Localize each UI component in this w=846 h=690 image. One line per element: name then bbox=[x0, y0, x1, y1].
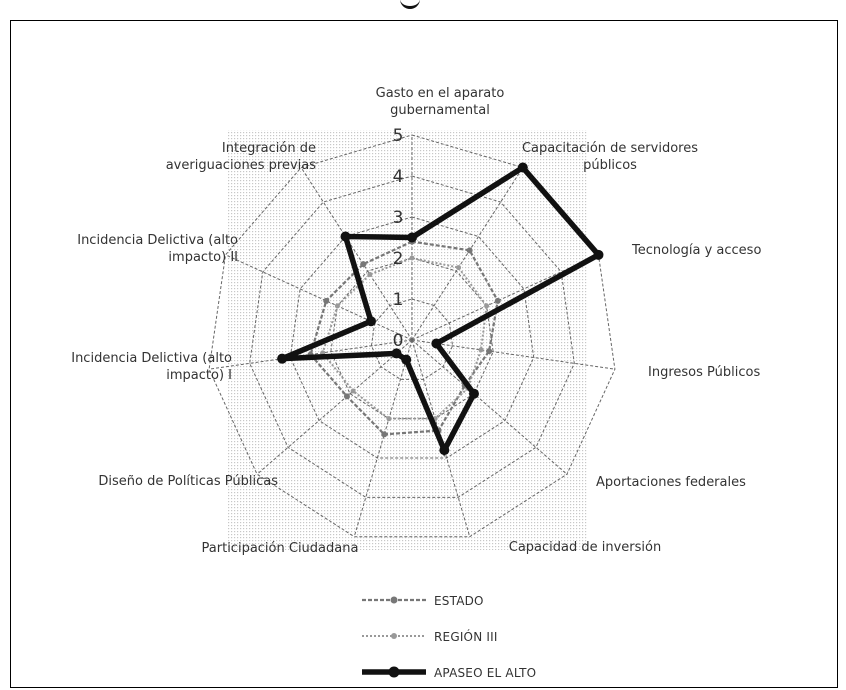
axis-label-5: Capacidad de inversión bbox=[509, 540, 661, 555]
tick-label-2: 2 bbox=[393, 249, 404, 269]
top-strip bbox=[0, 0, 846, 20]
legend-label-1: REGIÓN III bbox=[434, 629, 498, 644]
axis-spoke-4 bbox=[411, 339, 568, 475]
series-line-2 bbox=[281, 163, 603, 457]
title-fragment bbox=[400, 0, 420, 9]
axis-spoke-10 bbox=[300, 167, 413, 341]
series-1-point-6 bbox=[386, 416, 392, 422]
axis-label-8: Incidencia Delictiva (alto impacto) I bbox=[71, 351, 232, 383]
series-1-point-2 bbox=[484, 303, 490, 309]
series-0-point-3 bbox=[486, 348, 493, 355]
series-line-1 bbox=[321, 256, 488, 420]
series-2-point-8 bbox=[277, 353, 288, 364]
axis-spoke-6 bbox=[353, 339, 413, 537]
grid-ring-3 bbox=[289, 216, 535, 459]
axis-label-3: Ingresos Públicos bbox=[648, 365, 760, 380]
series-0-point-10 bbox=[360, 261, 367, 268]
axis-spoke-1 bbox=[411, 167, 524, 341]
series-0-point-1 bbox=[466, 247, 473, 254]
axis-spoke-3 bbox=[411, 339, 615, 370]
series-1-point-10 bbox=[367, 271, 373, 277]
series-2-point-3 bbox=[431, 338, 442, 349]
axis-label-2: Tecnología y acceso bbox=[631, 243, 761, 258]
axis-spoke-7 bbox=[256, 339, 413, 475]
legend-marker-2 bbox=[388, 666, 400, 678]
axis-label-9: Incidencia Delictiva (alto impacto) II bbox=[77, 233, 238, 265]
grid-ring-4 bbox=[249, 175, 575, 498]
legend-label-0: ESTADO bbox=[434, 594, 484, 608]
tick-label-1: 1 bbox=[393, 290, 404, 310]
axis-label-7: Diseño de Políticas Públicas bbox=[98, 474, 278, 489]
radar-series bbox=[277, 162, 604, 457]
series-line-0 bbox=[309, 240, 499, 436]
series-0-point-7 bbox=[343, 393, 350, 400]
series-0-point-2 bbox=[494, 297, 501, 304]
tick-label-0: 0 bbox=[393, 331, 404, 351]
axis-label-0: Gasto en el aparato gubernamental bbox=[376, 86, 505, 118]
series-2-point-9 bbox=[365, 316, 376, 327]
axis-spoke-9 bbox=[225, 254, 413, 341]
series-2-point-7 bbox=[391, 348, 402, 359]
series-1-point-7 bbox=[350, 388, 356, 394]
radar-axis-labels: Gasto en el aparato gubernamental Capacita… bbox=[71, 86, 761, 556]
tick-label-3: 3 bbox=[393, 208, 404, 228]
legend-label-2: APASEO EL ALTO bbox=[434, 666, 536, 680]
axis-label-6: Participación Ciudadana bbox=[202, 541, 359, 556]
plot-area-texture bbox=[228, 130, 588, 550]
series-2-point-0 bbox=[407, 232, 417, 243]
series-0-point-6 bbox=[381, 431, 388, 438]
radar-tick-labels: 0 1 2 3 4 5 bbox=[393, 126, 404, 351]
series-2-point-2 bbox=[593, 249, 604, 260]
tick-label-4: 4 bbox=[393, 167, 404, 187]
axis-label-10: Integración de averiguaciones previas bbox=[166, 141, 317, 173]
series-2-point-4 bbox=[468, 388, 479, 399]
series-0-point-9 bbox=[323, 297, 330, 304]
tick-label-5: 5 bbox=[393, 126, 404, 146]
legend: ESTADO REGIÓN III APASEO EL ALTO bbox=[362, 594, 536, 680]
series-2-point-5 bbox=[439, 445, 450, 456]
series-2-point-6 bbox=[401, 354, 412, 365]
series-2-point-10 bbox=[340, 231, 351, 242]
series-2-point-1 bbox=[517, 162, 528, 173]
series-1-point-9 bbox=[334, 303, 340, 309]
legend-marker-1 bbox=[391, 633, 397, 639]
legend-marker-0 bbox=[390, 596, 398, 604]
axis-label-4: Aportaciones federales bbox=[596, 475, 746, 490]
axis-label-1: Capacitación de servidores públicos bbox=[522, 141, 698, 173]
series-1-point-1 bbox=[456, 265, 462, 271]
series-1-point-0 bbox=[409, 255, 415, 261]
series-1-point-3 bbox=[478, 347, 484, 353]
